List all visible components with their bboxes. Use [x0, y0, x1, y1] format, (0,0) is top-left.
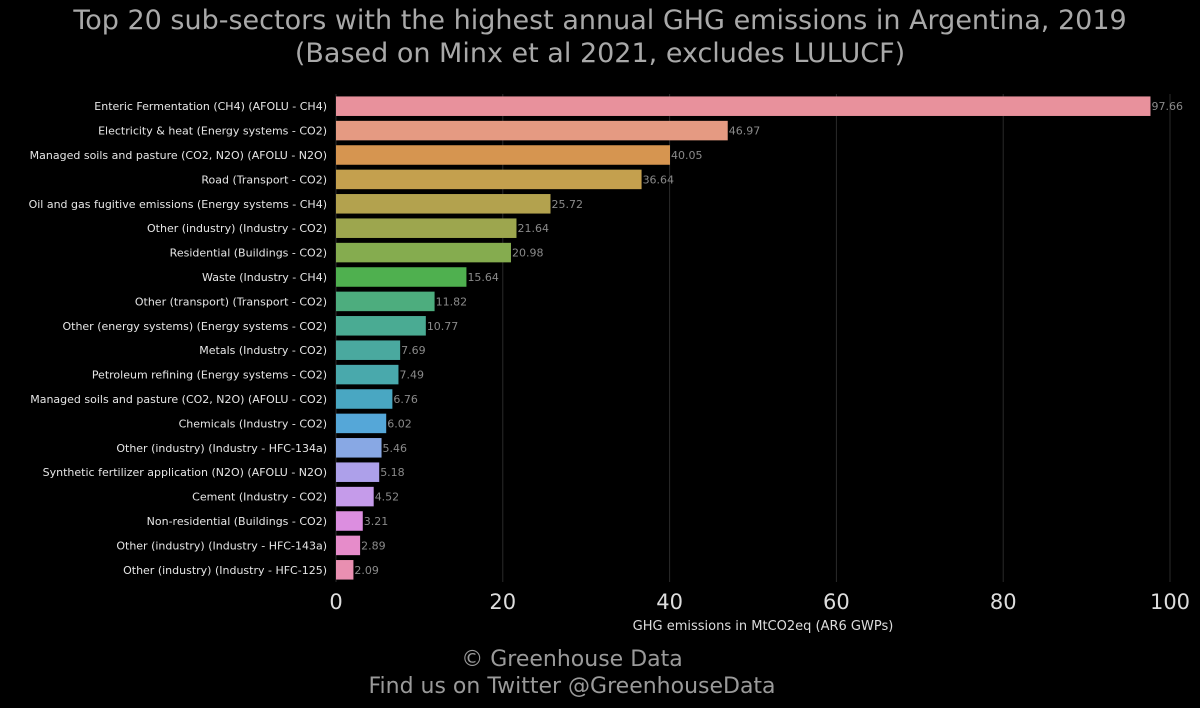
category-label: Enteric Fermentation (CH4) (AFOLU - CH4): [94, 100, 327, 113]
bar: [336, 364, 399, 385]
category-label: Petroleum refining (Energy systems - CO2…: [92, 369, 327, 382]
bar: [336, 438, 382, 458]
category-label: Managed soils and pasture (CO2, N2O) (AF…: [30, 393, 327, 406]
value-label: 2.89: [361, 539, 386, 552]
bar: [336, 389, 393, 409]
category-label: Managed soils and pasture (CO2, N2O) (AF…: [30, 149, 327, 162]
x-tick-label: 40: [656, 590, 683, 614]
x-axis-label: GHG emissions in MtCO2eq (AR6 GWPs): [633, 619, 894, 634]
value-label: 15.64: [467, 271, 499, 284]
bar-chart: Enteric Fermentation (CH4) (AFOLU - CH4)…: [29, 94, 1190, 634]
category-label: Other (energy systems) (Energy systems -…: [62, 320, 327, 333]
x-tick-label: 0: [329, 590, 342, 614]
value-label: 5.46: [383, 442, 408, 455]
value-label: 10.77: [427, 320, 459, 333]
value-label: 5.18: [380, 466, 405, 479]
x-tick-label: 60: [823, 590, 850, 614]
category-label: Road (Transport - CO2): [201, 173, 327, 186]
x-tick-label: 20: [489, 590, 516, 614]
value-label: 20.98: [512, 247, 544, 260]
value-label: 36.64: [643, 173, 675, 186]
category-label: Chemicals (Industry - CO2): [179, 417, 327, 430]
bar: [336, 486, 374, 507]
category-label: Electricity & heat (Energy systems - CO2…: [98, 125, 327, 138]
category-label: Metals (Industry - CO2): [199, 344, 327, 357]
bar: [336, 560, 354, 580]
category-label: Synthetic fertilizer application (N2O) (…: [43, 466, 327, 479]
value-label: 21.64: [517, 222, 549, 235]
bar: [336, 316, 426, 336]
category-label: Other (industry) (Industry - HFC-134a): [116, 442, 327, 455]
bar: [336, 291, 435, 312]
value-label: 2.09: [354, 564, 379, 577]
bar: [336, 96, 1151, 116]
value-label: 7.69: [401, 344, 426, 357]
bar: [336, 535, 361, 556]
value-label: 4.52: [375, 491, 400, 504]
value-label: 11.82: [436, 295, 468, 308]
bar: [336, 462, 380, 482]
x-tick-label: 100: [1150, 590, 1190, 614]
category-labels: Enteric Fermentation (CH4) (AFOLU - CH4)…: [29, 100, 327, 577]
value-label: 6.76: [393, 393, 418, 406]
value-label: 25.72: [552, 198, 584, 211]
chart-title: Top 20 sub-sectors with the highest annu…: [73, 5, 1127, 36]
category-label: Oil and gas fugitive emissions (Energy s…: [29, 198, 327, 211]
chart-subtitle: (Based on Minx et al 2021, excludes LULU…: [294, 38, 906, 69]
category-label: Cement (Industry - CO2): [192, 491, 327, 504]
bar: [336, 194, 551, 214]
bar: [336, 120, 728, 141]
category-label: Waste (Industry - CH4): [202, 271, 327, 284]
bar: [336, 511, 363, 531]
value-label: 97.66: [1151, 100, 1183, 113]
footer-copyright: © Greenhouse Data: [461, 647, 683, 672]
category-label: Non-residential (Buildings - CO2): [147, 515, 327, 528]
value-label: 7.49: [399, 369, 424, 382]
value-label: 6.02: [387, 417, 412, 430]
bar: [336, 340, 401, 360]
category-label: Other (transport) (Transport - CO2): [135, 295, 327, 308]
chart-title-block: Top 20 sub-sectors with the highest annu…: [0, 4, 1200, 70]
category-label: Residential (Buildings - CO2): [170, 247, 327, 260]
category-label: Other (industry) (Industry - CO2): [147, 222, 327, 235]
footer-twitter: Find us on Twitter @GreenhouseData: [368, 674, 776, 699]
value-label: 40.05: [671, 149, 703, 162]
bar: [336, 218, 517, 238]
x-tick-label: 80: [990, 590, 1017, 614]
category-label: Other (industry) (Industry - HFC-143a): [116, 539, 327, 552]
value-label: 46.97: [729, 125, 761, 138]
grid-lines: [335, 94, 1171, 582]
x-tick-labels: 0 20 40 60 80 100: [329, 590, 1190, 614]
bar: [336, 242, 511, 263]
bar: [336, 169, 642, 190]
footer: © Greenhouse Data Find us on Twitter @Gr…: [272, 646, 872, 700]
category-label: Other (industry) (Industry - HFC-125): [123, 564, 327, 577]
bar: [336, 145, 671, 165]
value-label: 3.21: [364, 515, 389, 528]
bar: [336, 267, 467, 287]
bars: [336, 96, 1151, 580]
bar: [336, 413, 387, 434]
